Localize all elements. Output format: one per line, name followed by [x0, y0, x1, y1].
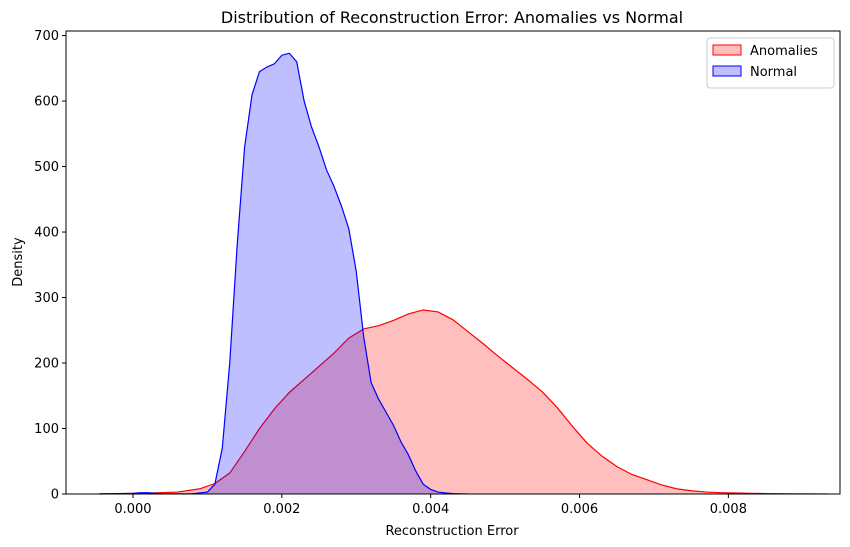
y-axis-label: Density [11, 237, 26, 287]
y-tick-label: 200 [34, 357, 59, 372]
y-tick-label: 0 [51, 488, 59, 503]
plot-area [99, 52, 829, 495]
normal-density-area [99, 53, 468, 495]
y-tick-label: 100 [34, 422, 59, 437]
x-tick-label: 0.006 [561, 502, 598, 517]
legend-label-normal: Normal [750, 65, 797, 80]
y-tick-label: 400 [34, 226, 59, 241]
x-axis-label: Reconstruction Error [385, 524, 519, 539]
y-tick-label: 300 [34, 291, 59, 306]
x-axis: 0.000 0.002 0.004 0.006 0.008 [114, 494, 747, 517]
legend-swatch-normal [712, 65, 742, 77]
chart-title: Distribution of Reconstruction Error: An… [221, 8, 683, 27]
x-tick-label: 0.008 [710, 502, 747, 517]
anomalies-density-line [99, 309, 829, 495]
y-tick-label: 600 [34, 95, 59, 110]
x-tick-label: 0.002 [263, 502, 300, 517]
legend-label-anomalies: Anomalies [750, 44, 818, 59]
y-tick-label: 500 [34, 160, 59, 175]
legend: Anomalies Normal [706, 37, 835, 89]
anomalies-density-area [99, 309, 829, 494]
axes-frame [65, 30, 841, 495]
legend-swatch-anomalies [712, 44, 742, 56]
y-axis: 0 100 200 300 400 500 600 700 [34, 29, 66, 503]
y-tick-label: 700 [34, 29, 59, 44]
x-tick-label: 0.000 [114, 502, 151, 517]
x-tick-label: 0.004 [412, 502, 449, 517]
normal-density-line [99, 52, 468, 495]
